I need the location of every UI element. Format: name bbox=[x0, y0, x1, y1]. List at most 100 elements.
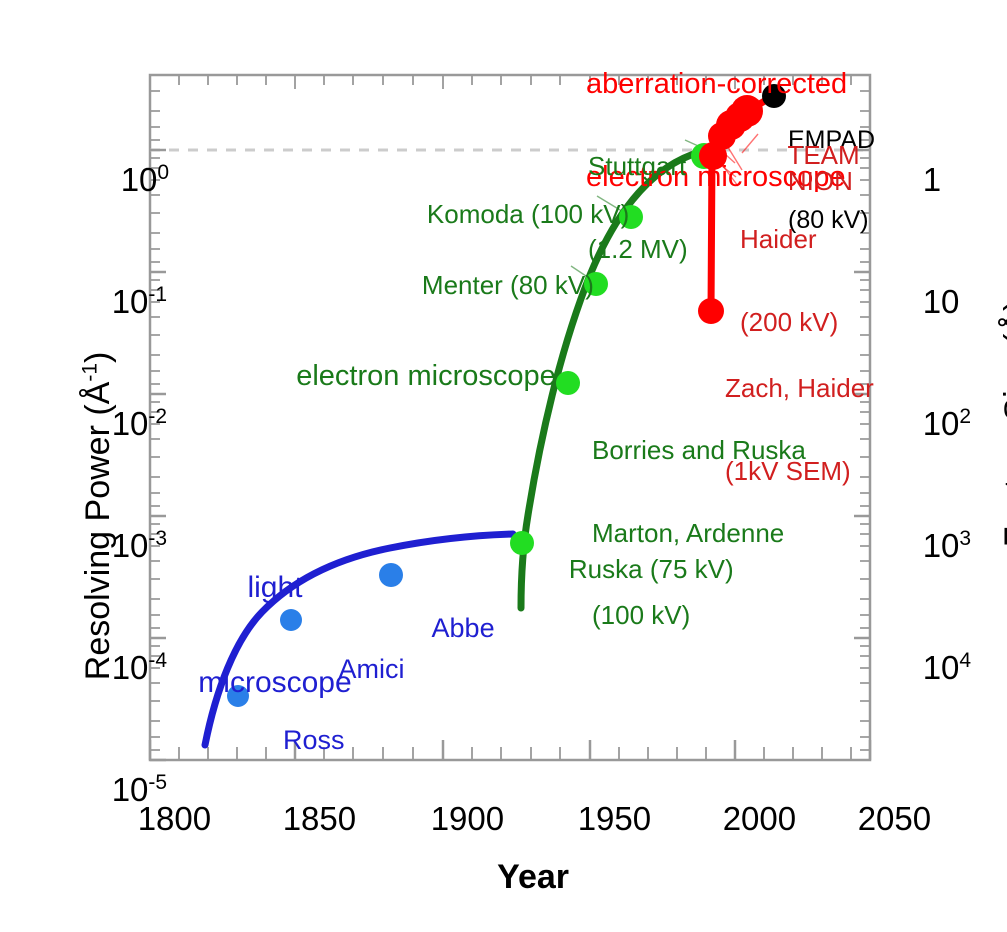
annotation-haider-line2: (200 kV) bbox=[740, 306, 839, 337]
x-axis-title-label: Year bbox=[497, 858, 570, 897]
y-tick-left-2-mant: 10 bbox=[111, 404, 149, 442]
annotation-stuttgart-line2: (1.2 MV) bbox=[588, 233, 688, 264]
y-axis-title-left-close: ) bbox=[79, 351, 118, 363]
annotation-electron-microscope-label: electron microscope bbox=[296, 359, 556, 392]
y-tick-left-0: 100 bbox=[84, 128, 169, 233]
point-ross[interactable] bbox=[227, 685, 249, 707]
x-axis-ticks bbox=[148, 740, 872, 760]
x-tick-2000: 2000 bbox=[686, 767, 796, 872]
y-tick-left-1-mant: 10 bbox=[111, 282, 149, 320]
y-tick-right-2-exp: 2 bbox=[959, 404, 972, 428]
annotation-light-microscope: light microscope bbox=[185, 508, 365, 762]
annotation-electron-microscope: electron microscope bbox=[264, 330, 556, 422]
annotation-empad: EMPAD (80 kV) bbox=[788, 74, 875, 286]
y-tick-left-1: 10-1 bbox=[75, 250, 167, 355]
y-tick-left-2-exp: -2 bbox=[148, 404, 168, 428]
annotation-team: TEAM bbox=[759, 114, 860, 197]
point-abbe[interactable] bbox=[379, 563, 403, 587]
y-axis-title-left-sup: -1 bbox=[78, 362, 102, 382]
x-tick-1950-label: 1950 bbox=[577, 799, 652, 837]
y-tick-left-4: 10-4 bbox=[75, 616, 167, 721]
annotation-borries-ruska: Borries and Ruska Marton, Ardenne (100 k… bbox=[592, 382, 806, 685]
x-tick-2050-label: 2050 bbox=[857, 799, 932, 837]
annotation-haider: Haider (200 kV) bbox=[740, 171, 838, 391]
annotation-team-label: TEAM bbox=[787, 139, 860, 170]
y-tick-left-2: 10-2 bbox=[75, 372, 167, 477]
annotation-zach-haider: Zach, Haider (1kV SEM) bbox=[725, 320, 874, 540]
y-tick-left-3: 10-3 bbox=[75, 494, 167, 599]
annotation-menter-label: Menter (80 kV) bbox=[421, 269, 594, 300]
annotation-light-line2: microscope bbox=[198, 665, 352, 699]
point-zach-haider[interactable] bbox=[698, 298, 724, 324]
point-team-3[interactable] bbox=[731, 95, 763, 127]
x-axis-top-ticks bbox=[178, 75, 852, 89]
y-tick-right-4: 104 bbox=[886, 616, 971, 721]
point-menter[interactable] bbox=[584, 272, 608, 296]
annotation-zach-line2: (1kV SEM) bbox=[725, 455, 851, 486]
y-tick-left-1-exp: -1 bbox=[148, 282, 168, 306]
annotation-amici-label: Amici bbox=[338, 653, 405, 684]
y-tick-right-0-mant: 1 bbox=[922, 160, 942, 198]
annotation-komoda-label: Komoda (100 kV) bbox=[426, 198, 630, 229]
annotation-komoda: Komoda (100 kV) bbox=[398, 173, 629, 256]
y-tick-left-4-exp: -4 bbox=[148, 648, 168, 672]
y-tick-right-3-mant: 10 bbox=[922, 526, 960, 564]
point-borries-ruska[interactable] bbox=[556, 371, 580, 395]
x-tick-1900: 1900 bbox=[394, 767, 504, 872]
annotation-borries-line3: (100 kV) bbox=[592, 600, 691, 631]
y-tick-right-1-mant: 10 bbox=[922, 282, 960, 320]
y-tick-left-3-exp: -3 bbox=[148, 526, 168, 550]
y-axis-title-left: Resolving Power (Å-1) bbox=[44, 352, 152, 718]
y-axis-left-ticks bbox=[150, 90, 166, 762]
y-axis-right-ticks bbox=[854, 90, 870, 751]
y-tick-left-3-mant: 10 bbox=[111, 526, 149, 564]
x-tick-1850: 1850 bbox=[246, 767, 356, 872]
annotation-ruska-label: Ruska (75 kV) bbox=[568, 553, 734, 584]
x-tick-2050: 2050 bbox=[821, 767, 931, 872]
y-tick-left-0-mant: 10 bbox=[120, 160, 158, 198]
annotation-stuttgart: Stuttgart (1.2 MV) bbox=[588, 98, 688, 318]
y-tick-right-3-exp: 3 bbox=[959, 526, 972, 550]
y-tick-left-5-mant: 10 bbox=[111, 770, 149, 808]
x-tick-1800-label: 1800 bbox=[137, 799, 212, 837]
annotation-haider-line1: Haider bbox=[740, 224, 817, 255]
annotation-nion: NION bbox=[759, 140, 853, 223]
y-axis-title-right-label: Feature Size (Å) bbox=[998, 299, 1007, 548]
y-tick-left-5: 10-5 bbox=[75, 738, 167, 843]
point-ruska[interactable] bbox=[510, 531, 534, 555]
point-empad[interactable] bbox=[762, 84, 786, 108]
plot-frame bbox=[148, 73, 872, 762]
annotation-amici: Amici bbox=[310, 626, 405, 712]
x-axis-title: Year bbox=[460, 823, 569, 931]
y-axis-title-right: Feature Size (Å) bbox=[963, 300, 1007, 585]
annotation-light-line1: light bbox=[247, 570, 303, 604]
annotation-empad-line2: (80 kV) bbox=[788, 205, 869, 234]
annotation-menter: Menter (80 kV) bbox=[393, 244, 594, 327]
x-tick-1800: 1800 bbox=[101, 767, 211, 872]
annotation-ross-label: Ross bbox=[283, 724, 345, 755]
x-tick-1950: 1950 bbox=[541, 767, 651, 872]
annotation-borries-line1: Borries and Ruska bbox=[592, 435, 806, 466]
y-tick-right-0: 1 bbox=[886, 128, 941, 233]
annotation-ross: Ross bbox=[253, 697, 345, 783]
y-tick-left-0-exp: 0 bbox=[157, 160, 170, 184]
x-tick-1850-label: 1850 bbox=[282, 799, 357, 837]
chart-canvas bbox=[148, 73, 872, 762]
y-tick-right-2: 102 bbox=[886, 372, 971, 477]
point-amici[interactable] bbox=[280, 609, 302, 631]
point-komoda[interactable] bbox=[619, 205, 643, 229]
figure-root: aberration-corrected electron microscope… bbox=[44, 8, 1007, 896]
annotation-empad-line1: EMPAD bbox=[788, 126, 876, 154]
y-tick-right-2-mant: 10 bbox=[922, 404, 960, 442]
annotation-aberration-line2: electron microscope bbox=[586, 160, 846, 193]
annotation-stuttgart-line1: Stuttgart bbox=[588, 151, 687, 182]
annotation-aberration-line1: aberration-corrected bbox=[586, 68, 848, 101]
y-tick-left-5-exp: -5 bbox=[148, 770, 168, 794]
y-tick-right-4-exp: 4 bbox=[959, 648, 972, 672]
annotation-aberration-corrected-title: aberration-corrected electron microscope bbox=[586, 8, 847, 254]
annotation-ruska: Ruska (75 kV) bbox=[540, 528, 734, 611]
annotation-abbe: Abbe bbox=[403, 585, 495, 671]
annotation-borries-line2: Marton, Ardenne bbox=[592, 517, 785, 548]
x-tick-2000-label: 2000 bbox=[722, 799, 797, 837]
annotation-nion-label: NION bbox=[787, 165, 853, 196]
